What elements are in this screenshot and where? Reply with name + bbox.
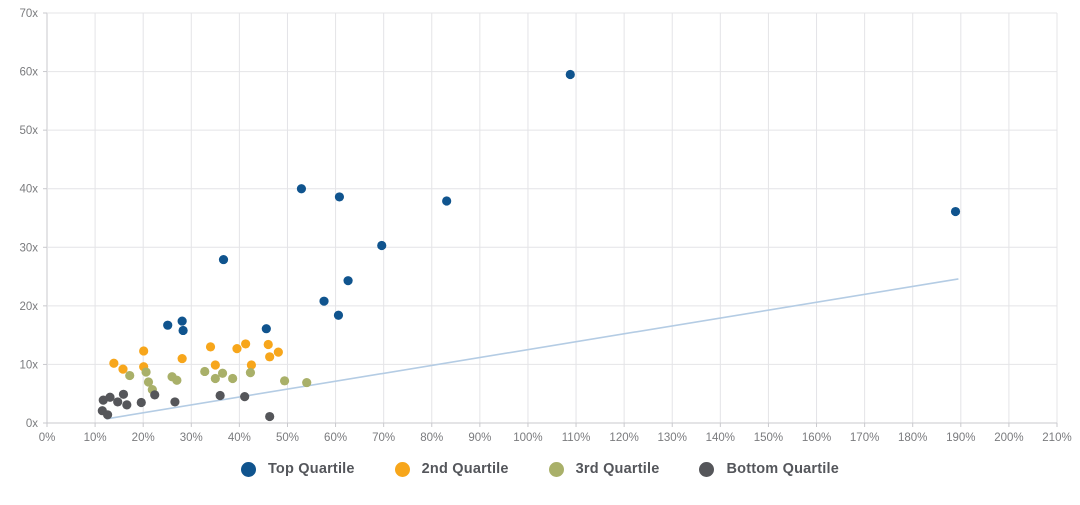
- data-point-top-quartile: [950, 206, 961, 217]
- legend-dot-bottom-quartile: [699, 461, 715, 477]
- data-point-top-quartile: [296, 184, 307, 194]
- data-point-top-quartile: [178, 325, 188, 336]
- legend-label: 3rd Quartile: [575, 461, 660, 477]
- data-point-3rd-quartile: [279, 376, 290, 386]
- x-axis-tick-label: 30%: [180, 432, 203, 444]
- data-point-bottom-quartile: [240, 392, 250, 402]
- legend-label: Bottom Quartile: [726, 461, 840, 477]
- x-axis-tick-label: 70%: [372, 432, 395, 444]
- x-axis-tick-label: 50%: [276, 432, 299, 444]
- y-axis-tick-label: 20x: [19, 301, 38, 313]
- y-axis-tick-label: 70x: [19, 8, 38, 20]
- data-point-2nd-quartile: [273, 347, 283, 357]
- data-point-top-quartile: [565, 69, 575, 80]
- data-point-2nd-quartile: [177, 353, 187, 364]
- data-point-top-quartile: [163, 320, 173, 330]
- data-point-3rd-quartile: [200, 366, 210, 377]
- x-axis-tick-label: 80%: [420, 432, 443, 444]
- data-point-2nd-quartile: [205, 342, 216, 352]
- data-point-3rd-quartile: [141, 367, 151, 377]
- x-axis-tick-label: 90%: [468, 432, 491, 444]
- data-point-2nd-quartile: [139, 346, 149, 356]
- data-point-3rd-quartile: [172, 375, 182, 385]
- data-point-top-quartile: [334, 192, 345, 202]
- data-point-bottom-quartile: [113, 397, 123, 407]
- y-axis-tick-label: 0x: [26, 418, 38, 430]
- x-axis-tick-label: 110%: [562, 432, 591, 444]
- x-axis-tick-label: 120%: [609, 432, 638, 444]
- x-axis-tick-label: 140%: [706, 432, 735, 444]
- data-point-2nd-quartile: [241, 339, 251, 349]
- y-axis-tick-label: 60x: [19, 67, 38, 79]
- data-point-2nd-quartile: [263, 339, 273, 350]
- x-axis-tick-label: 190%: [946, 432, 975, 444]
- data-point-bottom-quartile: [136, 397, 146, 408]
- legend-label: Top Quartile: [267, 461, 355, 477]
- data-point-bottom-quartile: [105, 392, 115, 402]
- legend-dot-2nd-quartile: [394, 461, 410, 477]
- x-axis-tick-label: 160%: [802, 432, 831, 444]
- data-point-top-quartile: [177, 316, 187, 326]
- legend-item-top-quartile: Top Quartile: [240, 461, 355, 477]
- legend-item-2nd-quartile: 2nd Quartile: [394, 461, 509, 477]
- data-point-bottom-quartile: [122, 400, 132, 410]
- legend-item-bottom-quartile: Bottom Quartile: [699, 461, 839, 477]
- data-point-top-quartile: [343, 276, 353, 286]
- legend-dot-3rd-quartile: [548, 461, 564, 477]
- data-point-3rd-quartile: [143, 377, 154, 387]
- x-axis-tick-label: 40%: [228, 432, 251, 444]
- x-axis-tick-label: 0%: [39, 432, 56, 444]
- x-axis-tick-label: 130%: [658, 432, 687, 444]
- data-point-3rd-quartile: [228, 373, 238, 384]
- legend-dot-top-quartile: [240, 461, 256, 477]
- x-axis-tick-label: 100%: [513, 432, 542, 444]
- chart-legend: Top Quartile 2nd Quartile 3rd Quartile Bott…: [0, 461, 1080, 477]
- data-point-2nd-quartile: [109, 358, 119, 368]
- x-axis-tick-label: 150%: [754, 432, 783, 444]
- data-point-bottom-quartile: [215, 390, 225, 401]
- data-point-3rd-quartile: [217, 368, 228, 378]
- data-point-2nd-quartile: [265, 352, 275, 362]
- x-axis-tick-label: 180%: [898, 432, 927, 444]
- data-point-top-quartile: [442, 196, 452, 206]
- data-point-bottom-quartile: [103, 410, 113, 420]
- y-axis-tick-label: 10x: [19, 359, 38, 371]
- data-point-bottom-quartile: [265, 411, 275, 422]
- data-point-top-quartile: [319, 296, 329, 306]
- x-axis-tick-label: 60%: [324, 432, 347, 444]
- legend-label: 2nd Quartile: [421, 461, 509, 477]
- data-point-bottom-quartile: [170, 397, 180, 407]
- data-point-2nd-quartile: [118, 364, 128, 374]
- data-point-2nd-quartile: [232, 344, 242, 354]
- data-point-3rd-quartile: [125, 370, 135, 381]
- scatter-plot-area: 0% 10% 20% 30% 40% 50% 60% 70% 80% 90% 100% 110% 120…: [19, 8, 1071, 444]
- data-point-bottom-quartile: [118, 389, 129, 399]
- data-point-bottom-quartile: [150, 390, 160, 400]
- data-point-top-quartile: [333, 310, 344, 320]
- x-axis-tick-label: 170%: [850, 432, 879, 444]
- y-axis-tick-label: 30x: [19, 242, 38, 254]
- data-point-2nd-quartile: [210, 360, 220, 370]
- x-axis-tick-label: 200%: [994, 432, 1023, 444]
- y-axis-tick-label: 40x: [19, 184, 38, 196]
- data-point-top-quartile: [261, 324, 271, 334]
- x-axis-tick-label: 210%: [1042, 432, 1071, 444]
- data-point-3rd-quartile: [245, 368, 256, 378]
- x-axis-tick-label: 10%: [84, 432, 107, 444]
- y-axis-tick-label: 50x: [19, 125, 38, 137]
- data-point-2nd-quartile: [246, 360, 257, 370]
- legend-item-3rd-quartile: 3rd Quartile: [548, 461, 660, 477]
- data-point-top-quartile: [377, 240, 387, 251]
- data-point-3rd-quartile: [210, 373, 220, 384]
- x-axis-tick-label: 20%: [132, 432, 155, 444]
- data-point-3rd-quartile: [302, 377, 312, 388]
- data-point-top-quartile: [218, 254, 229, 265]
